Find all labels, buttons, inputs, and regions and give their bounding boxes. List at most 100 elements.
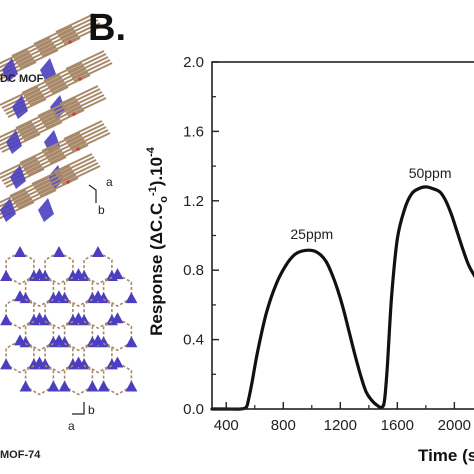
linker-rod [5,168,45,188]
linker-rod [37,97,77,117]
linker-rod [59,162,99,182]
linker-rod [17,112,57,132]
x-tick-label: 1200 [324,417,357,434]
hex-ring [5,251,35,285]
linker-rod [65,94,105,114]
y-tick-label: 1.2 [183,193,204,210]
linker-rod [49,71,89,91]
metal-node [12,95,28,119]
linker-rod [21,74,61,94]
linker-rod [59,85,99,105]
linker-rod [15,186,55,206]
y-axis-label: Response (ΔC.Co-1).10-4 [145,146,170,336]
hex-ring [44,339,74,374]
linker-rod [13,183,53,203]
metal-node [53,334,65,346]
linker-rod [41,103,81,123]
linker-rod [39,100,79,120]
metal-node [14,290,26,302]
linker-rod [57,159,97,179]
linker-rod [55,13,95,33]
metal-node [33,356,46,368]
linker-rod [9,177,49,197]
hex-ring [24,273,55,308]
x-tick-label: 400 [214,417,239,434]
linker-rod [49,144,89,164]
linker-rod [0,86,39,106]
metal-node [58,380,71,392]
linker-rod [15,43,55,63]
metal-node [125,380,138,392]
linker-rod [45,109,85,129]
y-tick-label: 1.6 [183,123,204,140]
linker-rod [57,16,97,36]
hex-ring [63,361,94,396]
linker-rod [61,88,101,108]
linker-rod [47,141,87,161]
linker-rod [65,50,105,70]
mof-structure-illustrations [0,13,138,396]
linker-rod [11,180,51,200]
linker-rod [61,22,101,42]
dc-mof-label: DC MOF [0,73,44,85]
linker-rod [67,126,107,146]
hex-ring [102,273,133,308]
metal-node [2,58,18,82]
linker-rod [63,120,103,140]
metal-node [33,312,46,324]
linker-rod [25,80,65,100]
linker-rod [69,56,109,76]
response-curve [210,185,474,411]
metal-node [47,380,60,392]
x-tick-label: 2000 [438,417,471,434]
y-tick-label: 0.0 [183,401,204,418]
linker-rod [19,144,59,164]
axis-ticks [212,61,456,410]
concentration-annotation: 50ppm [409,165,452,181]
linker-rod [23,150,63,170]
linker-rod [7,98,47,118]
metal-node [0,314,13,326]
hex-ring [83,339,113,374]
linker-rod [65,123,105,143]
metal-node [19,380,32,392]
hex-ring [83,251,113,285]
hex-ring [83,295,113,330]
oxygen-atom [68,40,72,44]
linker-rod [0,121,33,139]
metal-node [10,165,26,189]
linker-rod [35,28,75,48]
oxygen-atom [66,180,70,184]
linker-rod [43,135,83,155]
concentration-annotation: 25ppm [290,226,333,242]
linker-rod [45,138,85,158]
metal-node [125,336,138,348]
linker-rod [51,74,91,94]
metal-node [111,356,124,368]
oxygen-atom [76,147,80,151]
linker-rod [0,156,37,176]
panel-letter: B. [88,7,126,49]
metal-node [14,246,26,257]
metal-node [92,246,104,257]
metal-node [38,198,54,222]
linker-rod [55,156,95,176]
x-tick-label: 800 [271,417,296,434]
linker-rod [39,177,79,197]
linker-rod [39,34,79,54]
metal-node [72,356,85,368]
metal-node [72,312,85,324]
metal-node [111,268,124,280]
y-tick-label: 2.0 [183,54,204,71]
hex-ring [5,295,35,330]
hex-ring [102,361,133,396]
metal-node [86,380,99,392]
linker-rod [59,19,99,39]
hex-ring [5,339,35,374]
x-tick-label: 1600 [381,417,414,434]
linker-rod [0,49,29,65]
top-axis-a: a [106,175,113,189]
metal-node [53,290,65,302]
linker-rod [13,40,53,60]
